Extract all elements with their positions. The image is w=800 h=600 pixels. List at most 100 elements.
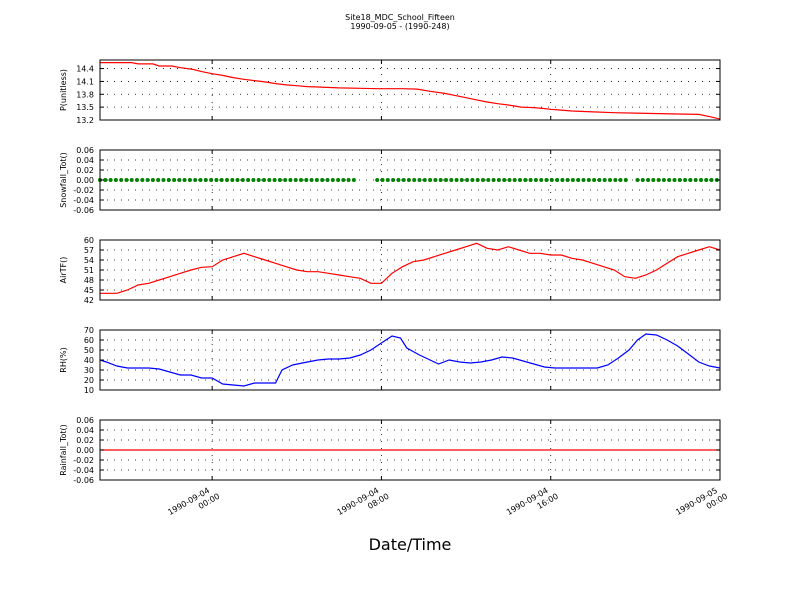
data-point: [293, 178, 298, 182]
data-point: [396, 178, 401, 182]
data-point: [618, 178, 623, 182]
y-tick-label: 0.06: [76, 416, 94, 425]
data-point: [565, 178, 570, 182]
data-point: [444, 178, 448, 182]
data-point: [581, 178, 586, 182]
data-point: [570, 178, 575, 182]
series-line-rh: [99, 333, 721, 387]
data-point: [240, 178, 245, 182]
data-point: [330, 178, 335, 182]
data-point: [512, 178, 517, 182]
data-point: [299, 178, 303, 182]
data-point: [172, 178, 177, 182]
data-point: [380, 178, 385, 182]
data-point: [709, 178, 714, 182]
panel-rainfall: 0.060.040.020.00-0.02-0.04-0.06 Rainfall_…: [59, 416, 721, 485]
data-point: [336, 178, 341, 182]
y-tick-label: 60: [84, 236, 94, 245]
data-point: [150, 178, 155, 182]
chart-title: Site18_MDC_School_Fifteen: [345, 13, 455, 22]
y-tick-label: 13.2: [76, 116, 94, 125]
data-point: [454, 178, 459, 182]
y-tick-label: 13.8: [76, 90, 94, 99]
y-tick-label: 42: [84, 296, 94, 305]
data-point: [262, 178, 266, 182]
data-point: [661, 178, 666, 182]
data-point: [646, 178, 651, 182]
data-point: [683, 178, 688, 182]
data-point: [560, 178, 565, 182]
data-point: [693, 178, 698, 182]
y-tick-label: 60: [84, 336, 94, 345]
data-point: [523, 178, 528, 182]
data-point: [502, 178, 507, 182]
data-point: [320, 178, 325, 182]
data-point: [182, 178, 187, 182]
data-point: [140, 178, 145, 182]
data-point: [470, 178, 475, 182]
data-point: [288, 178, 293, 182]
data-point: [156, 178, 161, 182]
data-point: [549, 178, 554, 182]
data-point: [314, 178, 319, 182]
data-point: [672, 178, 677, 182]
y-tick-label: -0.06: [73, 206, 94, 215]
data-point: [422, 178, 427, 182]
panel-snowfall: 0.060.040.020.00-0.02-0.04-0.06 Snowfall_…: [59, 146, 721, 215]
y-tick-label: 14.4: [76, 65, 94, 74]
data-point: [277, 178, 282, 182]
y-tick-label: 0.00: [76, 176, 94, 185]
data-point: [576, 178, 581, 182]
data-point: [635, 178, 640, 182]
y-tick-label: 0.00: [76, 446, 94, 455]
y-axis-label: Snowfall_Tot(): [59, 152, 68, 208]
chart-subtitle: 1990-09-05 - (1990-248): [350, 22, 449, 31]
data-point: [203, 178, 208, 182]
data-point: [677, 178, 682, 182]
data-point: [135, 178, 139, 182]
data-point: [465, 178, 470, 182]
data-point: [592, 178, 597, 182]
y-axis-label: Rainfall_Tot(): [59, 424, 68, 476]
y-tick-label: 48: [84, 276, 94, 285]
y-tick-label: 0.02: [76, 166, 94, 175]
data-point: [475, 178, 480, 182]
data-point: [209, 178, 214, 182]
data-point: [385, 178, 390, 182]
data-point: [272, 178, 277, 182]
data-point: [667, 178, 672, 182]
data-point: [602, 178, 607, 182]
y-tick-label: 40: [84, 356, 94, 365]
y-tick-label: 0.04: [76, 156, 94, 165]
data-point: [193, 178, 198, 182]
data-point: [129, 178, 134, 182]
data-point: [351, 178, 356, 182]
x-axis-label: Date/Time: [369, 535, 452, 554]
data-point: [225, 178, 229, 182]
data-point: [651, 178, 656, 182]
data-point: [124, 178, 129, 182]
y-tick-label: 0.04: [76, 426, 94, 435]
data-point: [507, 178, 512, 182]
data-point: [544, 178, 549, 182]
data-point: [486, 178, 491, 182]
data-point: [103, 178, 108, 182]
y-tick-label: 54: [84, 256, 94, 265]
y-tick-label: -0.02: [73, 186, 94, 195]
data-point: [177, 178, 182, 182]
data-point: [391, 178, 396, 182]
data-point: [406, 178, 411, 182]
y-tick-label: 13.5: [76, 103, 94, 112]
y-tick-label: 51: [84, 266, 94, 275]
y-tick-label: 30: [84, 366, 94, 375]
y-tick-label: -0.02: [73, 456, 94, 465]
y-tick-label: 0.06: [76, 146, 94, 155]
y-tick-label: 45: [84, 286, 94, 295]
panel-frame: [99, 59, 721, 121]
y-tick-label: 14.1: [76, 77, 94, 86]
